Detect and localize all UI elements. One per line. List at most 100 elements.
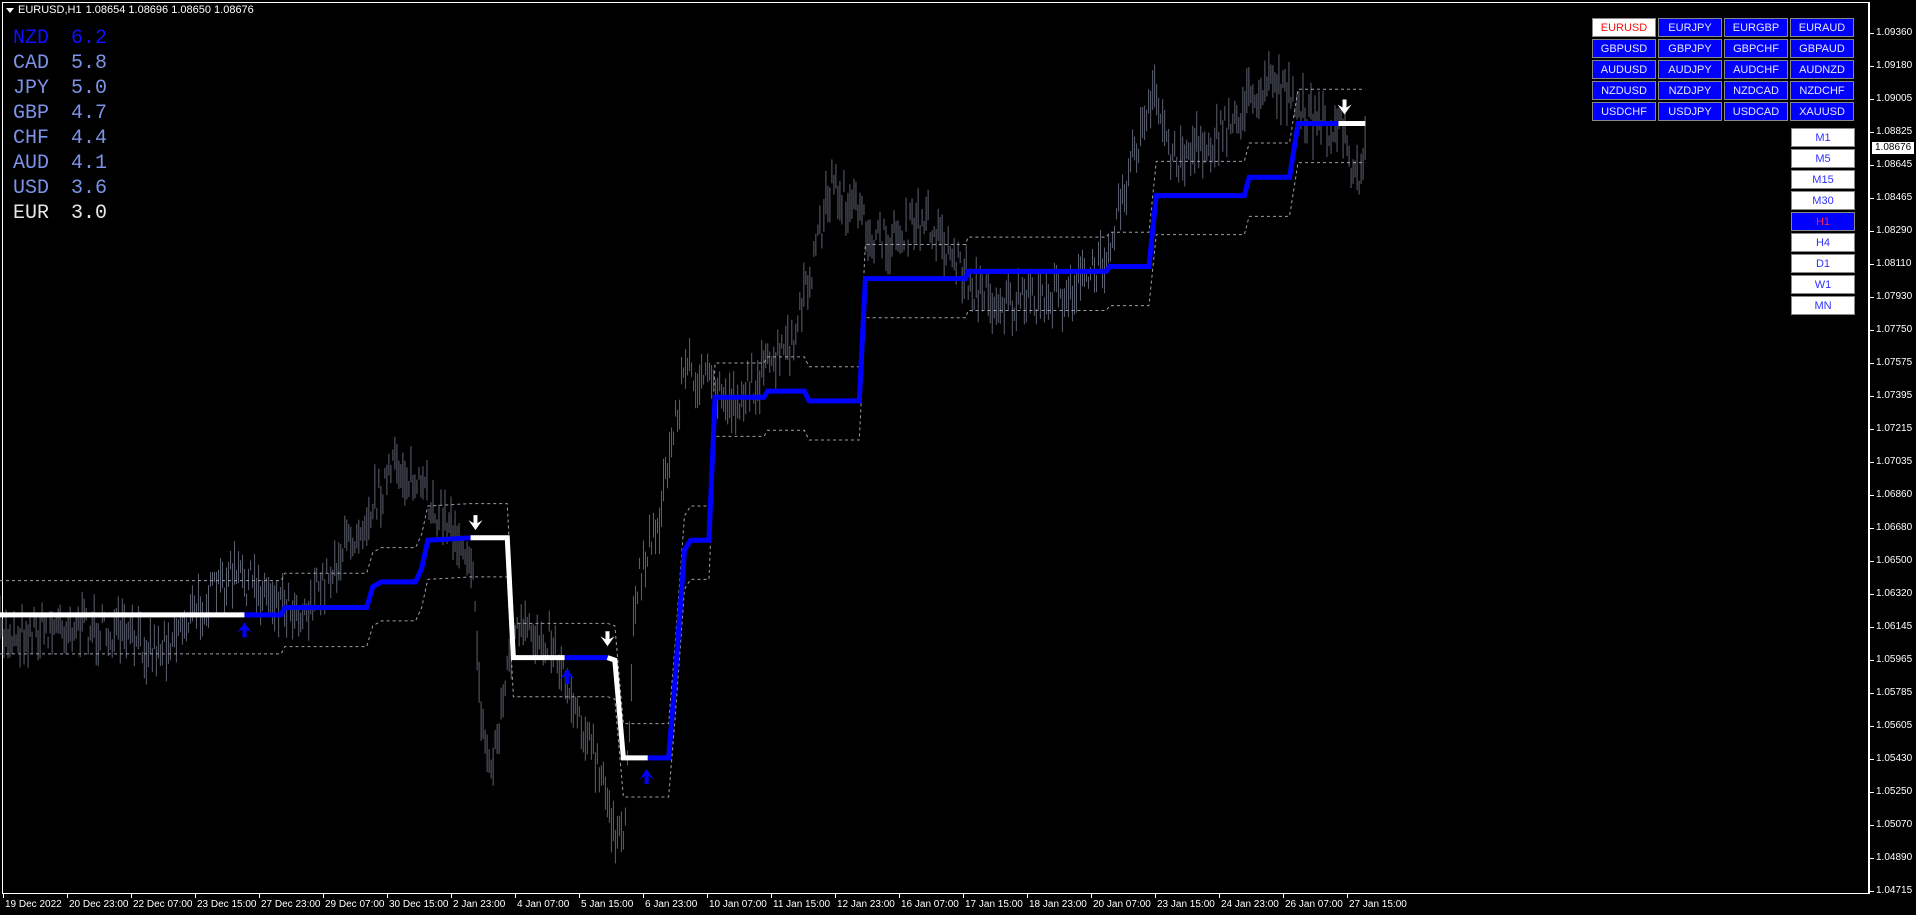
time-tick xyxy=(515,894,516,898)
price-label: 1.08290 xyxy=(1876,225,1913,236)
time-tick xyxy=(707,894,708,898)
strength-value: 4.1 xyxy=(71,152,108,175)
price-label: 1.05430 xyxy=(1876,753,1913,764)
buy-arrow-icon xyxy=(237,622,252,638)
pair-button-usdcad[interactable]: USDCAD xyxy=(1724,102,1788,121)
time-label: 6 Jan 23:00 xyxy=(645,899,698,910)
price-label: 1.07930 xyxy=(1876,291,1913,302)
currency-code: CAD xyxy=(13,52,50,75)
price-tick xyxy=(1870,462,1874,463)
pair-button-xauusd[interactable]: XAUUSD xyxy=(1790,102,1854,121)
pair-button-audjpy[interactable]: AUDJPY xyxy=(1658,60,1722,79)
price-label: 1.08110 xyxy=(1876,258,1912,269)
pair-button-eurusd[interactable]: EURUSD xyxy=(1592,18,1656,37)
pair-button-eurgbp[interactable]: EURGBP xyxy=(1724,18,1788,37)
currency-code: NZD xyxy=(13,27,50,50)
pair-button-gbpchf[interactable]: GBPCHF xyxy=(1724,39,1788,58)
price-label: 1.06320 xyxy=(1876,588,1913,599)
chart-area[interactable] xyxy=(2,2,1870,894)
time-tick xyxy=(131,894,132,898)
strength-value: 6.2 xyxy=(71,27,108,50)
pair-button-eurjpy[interactable]: EURJPY xyxy=(1658,18,1722,37)
sell-arrow-icon xyxy=(1337,99,1352,115)
timeframe-button-d1[interactable]: D1 xyxy=(1791,254,1855,273)
price-tick xyxy=(1870,165,1874,166)
timeframe-button-mn[interactable]: MN xyxy=(1791,296,1855,315)
strength-value: 4.4 xyxy=(71,127,108,150)
currency-code: AUD xyxy=(13,152,50,175)
dropdown-triangle-icon[interactable] xyxy=(6,7,14,13)
upper-band xyxy=(0,88,1366,725)
time-tick xyxy=(1155,894,1156,898)
strength-value: 3.6 xyxy=(71,177,108,200)
uptrend-line xyxy=(244,535,471,618)
time-label: 27 Jan 15:00 xyxy=(1349,899,1407,910)
timeframe-button-m5[interactable]: M5 xyxy=(1791,149,1855,168)
pair-button-audusd[interactable]: AUDUSD xyxy=(1592,60,1656,79)
strength-row: GBP 4.7 xyxy=(13,101,107,126)
sell-arrow-icon xyxy=(600,631,615,647)
strength-row: CHF 4.4 xyxy=(13,126,107,151)
price-label: 1.06145 xyxy=(1876,621,1913,632)
uptrend-line xyxy=(647,120,1339,761)
price-label: 1.07750 xyxy=(1876,324,1913,335)
time-tick xyxy=(1091,894,1092,898)
price-tick xyxy=(1870,594,1874,595)
buy-arrow-icon xyxy=(560,668,575,684)
pair-button-nzdcad[interactable]: NZDCAD xyxy=(1724,81,1788,100)
time-label: 23 Dec 15:00 xyxy=(197,899,257,910)
price-tick xyxy=(1870,858,1874,859)
timeframe-button-h1[interactable]: H1 xyxy=(1791,212,1855,231)
pair-button-nzdusd[interactable]: NZDUSD xyxy=(1592,81,1656,100)
time-label: 27 Dec 23:00 xyxy=(261,899,321,910)
sell-arrow-icon xyxy=(468,515,483,531)
timeframe-button-m30[interactable]: M30 xyxy=(1791,191,1855,210)
time-label: 17 Jan 15:00 xyxy=(965,899,1023,910)
strength-row: USD 3.6 xyxy=(13,176,107,201)
timeframe-button-w1[interactable]: W1 xyxy=(1791,275,1855,294)
time-label: 12 Jan 23:00 xyxy=(837,899,895,910)
pair-button-gbpaud[interactable]: GBPAUD xyxy=(1790,39,1854,58)
price-tick xyxy=(1870,264,1874,265)
pair-button-nzdchf[interactable]: NZDCHF xyxy=(1790,81,1854,100)
price-tick xyxy=(1870,297,1874,298)
currency-code: CHF xyxy=(13,127,50,150)
time-label: 20 Jan 07:00 xyxy=(1093,899,1151,910)
price-tick xyxy=(1870,792,1874,793)
pair-button-euraud[interactable]: EURAUD xyxy=(1790,18,1854,37)
time-tick xyxy=(3,894,4,898)
strength-row: JPY 5.0 xyxy=(13,76,107,101)
price-label: 1.07575 xyxy=(1876,357,1913,368)
currency-code: JPY xyxy=(13,77,50,100)
time-tick xyxy=(771,894,772,898)
timeframe-button-m15[interactable]: M15 xyxy=(1791,170,1855,189)
price-label: 1.08645 xyxy=(1876,159,1913,170)
price-label: 1.09005 xyxy=(1876,93,1913,104)
price-tick xyxy=(1870,693,1874,694)
price-label: 1.06500 xyxy=(1876,555,1913,566)
time-label: 2 Jan 23:00 xyxy=(453,899,506,910)
pair-button-gbpusd[interactable]: GBPUSD xyxy=(1592,39,1656,58)
price-tick xyxy=(1870,429,1874,430)
price-tick xyxy=(1870,132,1874,133)
time-tick xyxy=(1219,894,1220,898)
pair-button-usdjpy[interactable]: USDJPY xyxy=(1658,102,1722,121)
time-tick xyxy=(899,894,900,898)
price-label: 1.08825 xyxy=(1876,126,1913,137)
pair-button-usdchf[interactable]: USDCHF xyxy=(1592,102,1656,121)
timeframe-button-h4[interactable]: H4 xyxy=(1791,233,1855,252)
pair-button-gbpjpy[interactable]: GBPJPY xyxy=(1658,39,1722,58)
strength-value: 5.0 xyxy=(71,77,108,100)
timeframe-button-m1[interactable]: M1 xyxy=(1791,128,1855,147)
price-tick xyxy=(1870,99,1874,100)
price-label: 1.07035 xyxy=(1876,456,1913,467)
time-label: 11 Jan 15:00 xyxy=(773,899,831,910)
pair-button-audnzd[interactable]: AUDNZD xyxy=(1790,60,1854,79)
time-label: 26 Jan 07:00 xyxy=(1285,899,1343,910)
buy-arrow-icon xyxy=(639,769,654,785)
time-label: 20 Dec 23:00 xyxy=(69,899,129,910)
price-label: 1.06680 xyxy=(1876,522,1913,533)
pair-button-audchf[interactable]: AUDCHF xyxy=(1724,60,1788,79)
time-label: 19 Dec 2022 xyxy=(5,899,62,910)
pair-button-nzdjpy[interactable]: NZDJPY xyxy=(1658,81,1722,100)
